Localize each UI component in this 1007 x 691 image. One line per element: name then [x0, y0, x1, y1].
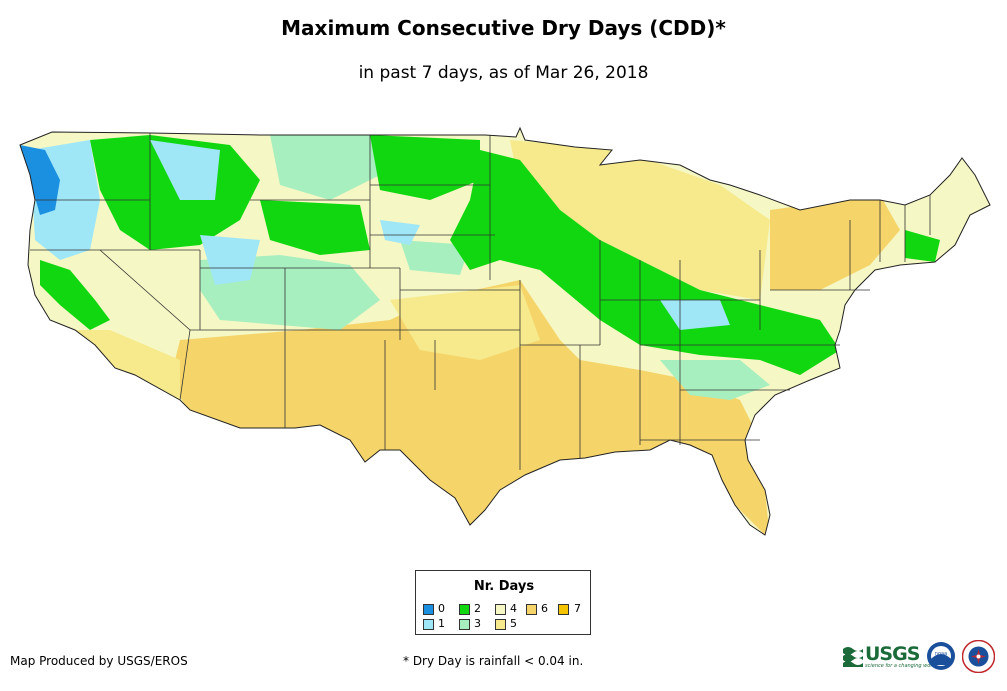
nws-logo [962, 640, 995, 673]
region-2-northeast [905, 230, 940, 262]
usgs-tagline: science for a changing world [865, 663, 937, 669]
region-0-coast [20, 145, 60, 215]
region-2-california [40, 260, 110, 330]
legend-label-5: 5 [510, 617, 517, 630]
region-3-north [270, 135, 380, 200]
legend-label-7: 7 [574, 602, 581, 615]
map-title: Maximum Consecutive Dry Days (CDD)* [281, 16, 726, 40]
region-1-nevada [200, 235, 260, 285]
region-5-plains [390, 285, 540, 360]
legend-swatch-6 [526, 604, 537, 615]
producer-credit: Map Produced by USGS/EROS [10, 654, 188, 668]
legend-title: Nr. Days [473, 579, 535, 594]
region-2-wyoming [260, 200, 370, 255]
legend-swatch-3 [459, 619, 470, 630]
map-subtitle: in past 7 days, as of Mar 26, 2018 [358, 63, 649, 83]
legend-label-6: 6 [541, 602, 548, 615]
legend-swatch-7 [558, 604, 569, 615]
region-2-central-swath [450, 150, 840, 375]
usgs-logo: USGS science for a changing world [843, 643, 937, 669]
noaa-logo: noaa [927, 642, 955, 670]
legend-swatch-2 [459, 604, 470, 615]
legend-swatch-1 [423, 619, 434, 630]
us-outline [19, 126, 991, 536]
legend-label-0: 0 [438, 602, 445, 615]
region-1-kentucky [660, 300, 730, 330]
legend-swatch-5 [495, 619, 506, 630]
region-5-midwest [510, 140, 770, 300]
legend-label-2: 2 [474, 602, 481, 615]
noaa-wordmark: noaa [935, 651, 947, 657]
legend-swatch-0 [423, 604, 434, 615]
legend-swatch-4 [495, 604, 506, 615]
usgs-wave-icon [843, 647, 863, 667]
legend: Nr. Days 0 1 2 3 4 5 6 7 [415, 570, 591, 635]
legend-label-1: 1 [438, 617, 445, 630]
legend-label-3: 3 [474, 617, 481, 630]
dry-day-footnote: * Dry Day is rainfall < 0.04 in. [403, 654, 584, 668]
legend-label-4: 4 [510, 602, 517, 615]
region-6-northeast [770, 195, 900, 290]
region-1-plains [380, 220, 420, 245]
region-2-montana [370, 135, 480, 200]
region-6-south [170, 280, 770, 535]
region-1-idaho [150, 140, 220, 200]
state-boundaries [30, 133, 931, 470]
usgs-wordmark: USGS [865, 643, 920, 665]
region-3-plains [400, 240, 470, 275]
